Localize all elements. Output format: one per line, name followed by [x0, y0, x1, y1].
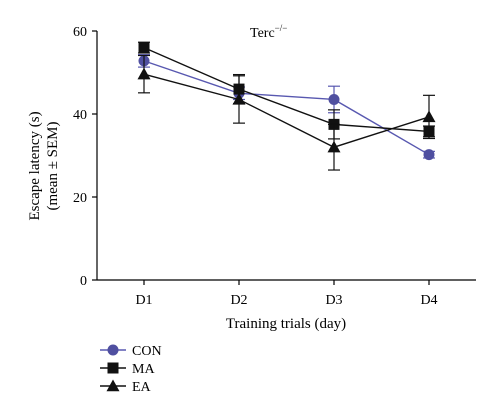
series-line-ea [143, 73, 430, 148]
data-point-ea [232, 92, 246, 105]
legend-label: MA [132, 362, 155, 377]
x-tick-label: D2 [230, 293, 247, 308]
series-ea [137, 54, 436, 171]
series-ma [138, 41, 435, 140]
legend: CON MA EA [100, 344, 162, 395]
x-axis-title: Training trials (day) [226, 316, 346, 332]
x-tick-label: D4 [420, 293, 437, 308]
legend-item-ea: EA [100, 379, 152, 395]
x-tick-label: D3 [325, 293, 342, 308]
legend-label: EA [132, 380, 152, 395]
x-ticks: D1 D2 D3 D4 [135, 280, 438, 308]
y-axis-title: Escape latency (s) (mean ± SEM) [27, 111, 61, 220]
y-axis-title-line2: (mean ± SEM) [45, 121, 61, 210]
y-tick-label: 0 [80, 274, 87, 289]
data-point-con [328, 93, 340, 105]
series-line-con [143, 60, 430, 156]
legend-item-con: CON [100, 344, 162, 359]
data-point-ea [327, 140, 341, 153]
chart-title: Terc−/− [250, 23, 287, 41]
series-layer [137, 41, 436, 171]
series-line-ma [143, 46, 430, 133]
legend-marker [107, 344, 119, 356]
legend-marker [106, 379, 120, 392]
y-tick-label: 60 [73, 25, 87, 40]
y-axis-title-line1: Escape latency (s) [27, 111, 43, 220]
y-ticks: 0 20 40 60 [73, 25, 97, 289]
data-point-con [423, 149, 435, 161]
x-tick-label: D1 [135, 293, 152, 308]
data-point-ma [138, 42, 150, 54]
legend-item-ma: MA [100, 362, 155, 377]
y-tick-label: 40 [73, 108, 87, 123]
data-point-ea [137, 67, 151, 80]
data-point-ea [422, 110, 436, 123]
legend-marker [107, 362, 119, 374]
legend-label: CON [132, 344, 162, 359]
y-tick-label: 20 [73, 191, 87, 206]
